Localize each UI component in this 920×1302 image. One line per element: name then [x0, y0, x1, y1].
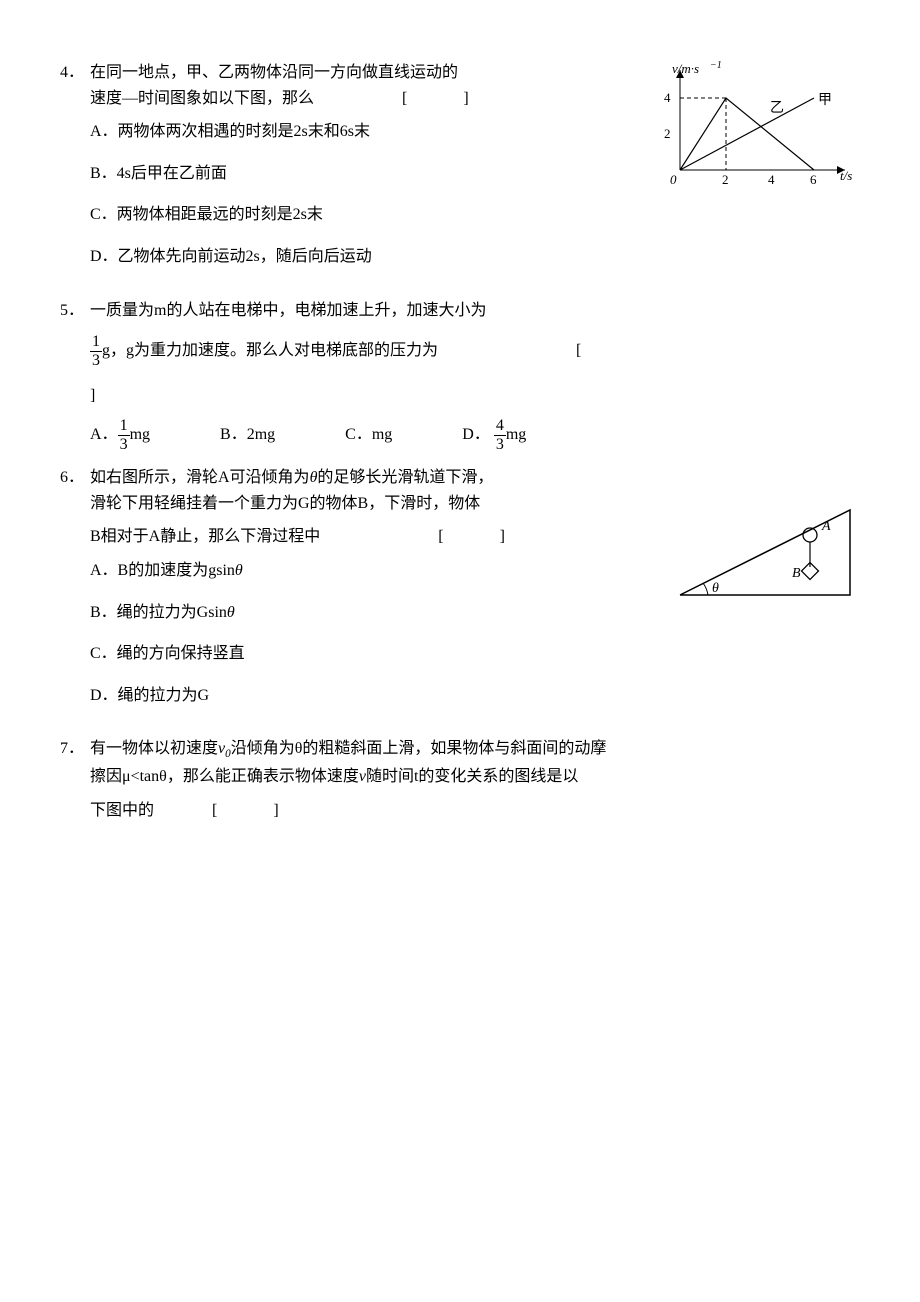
fraction-one-third: 1 3: [90, 333, 102, 369]
svg-text:4: 4: [664, 90, 671, 105]
q7-line1: 有一物体以初速度v0沿倾角为θ的粗糙斜面上滑，如果物体与斜面间的动摩: [90, 736, 606, 764]
question-5: 5． 一质量为m的人站在电梯中，电梯加速上升，加速大小为 1 3 g，g为重力加…: [60, 298, 860, 454]
q6-line1: 如右图所示，滑轮A可沿倾角为θ的足够长光滑轨道下滑，: [90, 465, 493, 491]
q5-line2: 1 3 g，g为重力加速度。那么人对电梯底部的压力为 [: [60, 333, 860, 369]
q7-line3: 下图中的 [ ]: [60, 798, 860, 824]
q6-option-c: C．绳的方向保持竖直: [90, 641, 860, 667]
q4-option-d: D．乙物体先向前运动2s，随后向后运动: [90, 244, 860, 270]
svg-text:0: 0: [670, 172, 677, 187]
svg-text:−1: −1: [710, 60, 722, 71]
q5-bracket-close-line: ]: [60, 383, 860, 409]
answer-bracket-open: [: [576, 342, 589, 359]
question-7: 7． 有一物体以初速度v0沿倾角为θ的粗糙斜面上滑，如果物体与斜面间的动摩 擦因…: [60, 736, 860, 823]
q7-number: 7．: [60, 736, 90, 762]
svg-text:乙: 乙: [770, 100, 784, 116]
q4-option-c: C．两物体相距最远的时刻是2s末: [90, 202, 860, 228]
svg-text:t/s: t/s: [840, 168, 852, 183]
q5-line1: 一质量为m的人站在电梯中，电梯加速上升，加速大小为: [90, 298, 486, 324]
q7-line2: 擦因μ<tanθ，那么能正确表示物体速度v随时间t的变化关系的图线是以: [60, 764, 860, 790]
svg-text:6: 6: [810, 172, 817, 187]
q4-line1: 在同一地点，甲、乙两物体沿同一方向做直线运动的: [90, 60, 458, 86]
q6-number: 6．: [60, 465, 90, 491]
svg-text:θ: θ: [712, 581, 719, 596]
q4-number: 4．: [60, 60, 90, 86]
q5-option-b: B．2mg: [220, 422, 275, 448]
svg-text:A: A: [821, 519, 831, 534]
q5-options: A．13mg B．2mg C．mg D． 43mg: [60, 417, 860, 453]
svg-text:4: 4: [768, 172, 775, 187]
answer-bracket: [ ]: [402, 90, 477, 107]
q5-option-a: A．13mg: [90, 417, 150, 453]
svg-text:2: 2: [664, 126, 671, 141]
svg-text:2: 2: [722, 172, 729, 187]
q4-chart: v/m·s −1 4 2 0 2 4 6 t/s 乙 甲: [650, 60, 860, 199]
q5-number: 5．: [60, 298, 90, 324]
q6-option-d: D．绳的拉力为G: [90, 683, 860, 709]
answer-bracket: [ ]: [212, 802, 287, 819]
answer-bracket: [ ]: [438, 528, 513, 545]
q6-diagram: θ A B: [670, 495, 860, 614]
question-4: v/m·s −1 4 2 0 2 4 6 t/s 乙 甲 4． 在同一地点: [60, 60, 860, 286]
question-6: θ A B 6． 如右图所示，滑轮A可沿倾角为θ的足够长光滑轨道下滑， 滑轮下用…: [60, 465, 860, 724]
q5-option-d: D． 43mg: [462, 417, 526, 453]
svg-text:甲: 甲: [818, 93, 832, 108]
q5-option-c: C．mg: [345, 422, 392, 448]
svg-text:v/m·s: v/m·s: [672, 61, 699, 76]
svg-text:B: B: [792, 566, 801, 581]
